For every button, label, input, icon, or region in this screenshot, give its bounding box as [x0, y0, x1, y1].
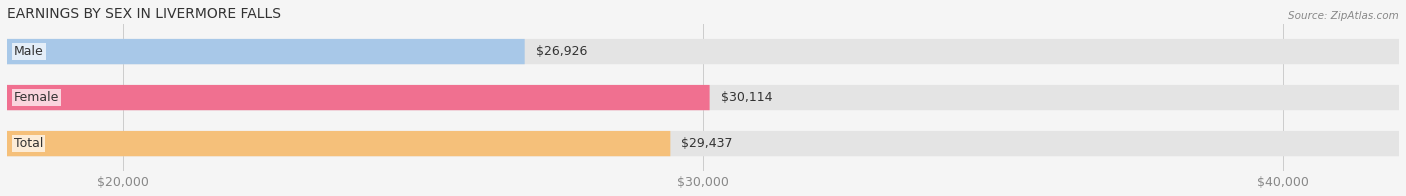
FancyBboxPatch shape	[7, 85, 710, 110]
FancyBboxPatch shape	[7, 85, 1399, 110]
Text: $29,437: $29,437	[682, 137, 733, 150]
Text: EARNINGS BY SEX IN LIVERMORE FALLS: EARNINGS BY SEX IN LIVERMORE FALLS	[7, 7, 281, 21]
Text: Male: Male	[14, 45, 44, 58]
Text: Female: Female	[14, 91, 59, 104]
Text: Total: Total	[14, 137, 44, 150]
Text: $30,114: $30,114	[721, 91, 772, 104]
FancyBboxPatch shape	[7, 131, 1399, 156]
FancyBboxPatch shape	[7, 131, 671, 156]
Text: Source: ZipAtlas.com: Source: ZipAtlas.com	[1288, 11, 1399, 21]
FancyBboxPatch shape	[7, 39, 1399, 64]
FancyBboxPatch shape	[7, 39, 524, 64]
Text: $26,926: $26,926	[536, 45, 588, 58]
